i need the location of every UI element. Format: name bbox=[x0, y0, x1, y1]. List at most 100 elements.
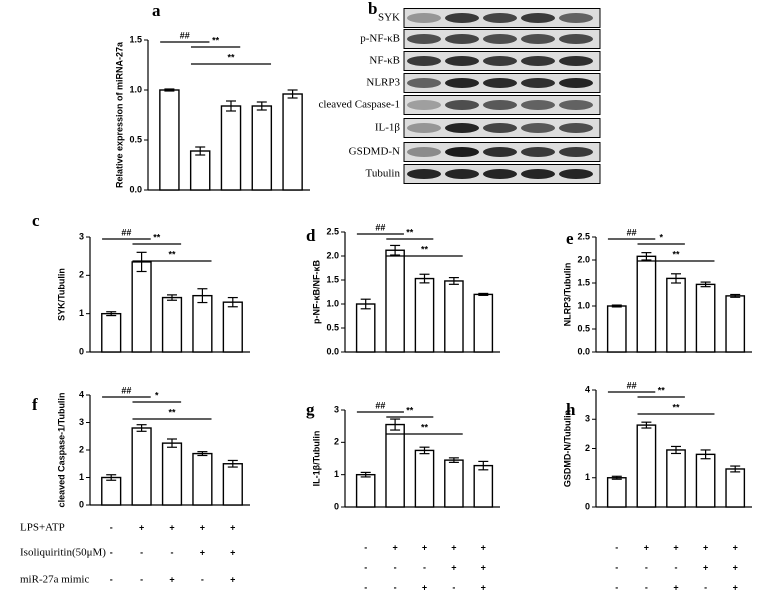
blot-band bbox=[559, 147, 593, 157]
error-bar bbox=[360, 471, 371, 478]
y-axis-label: Relative expression of miRNA-27a bbox=[114, 41, 124, 188]
blot-band bbox=[445, 147, 479, 157]
y-tick-label: 0 bbox=[334, 501, 339, 511]
blot-label: p-NF-κB bbox=[360, 33, 400, 45]
treatment-sign: + bbox=[481, 542, 486, 552]
y-tick-label: 0.0 bbox=[129, 184, 142, 194]
blot-band bbox=[407, 34, 441, 44]
y-tick-label: 2 bbox=[79, 444, 84, 454]
blot-band bbox=[559, 34, 593, 44]
treatment-label: LPS+ATP bbox=[20, 522, 65, 534]
treatment-sign: - bbox=[423, 562, 426, 572]
significance-label: ## bbox=[121, 227, 131, 237]
blot-band bbox=[407, 169, 441, 179]
significance-label: ## bbox=[375, 222, 385, 232]
blot-band bbox=[407, 78, 441, 88]
significance-label: ## bbox=[627, 380, 637, 390]
blot-band bbox=[445, 34, 479, 44]
significance-label: ## bbox=[627, 227, 637, 237]
blot-label: cleaved Caspase-1 bbox=[318, 99, 400, 111]
error-bar bbox=[390, 418, 401, 431]
treatment-sign: + bbox=[673, 542, 678, 552]
blot-label: IL-1β bbox=[375, 122, 401, 134]
panel-letter: d bbox=[306, 226, 316, 245]
y-tick-label: 1.0 bbox=[577, 300, 590, 310]
error-bar bbox=[136, 424, 147, 432]
y-tick-label: 0 bbox=[79, 346, 84, 356]
blot-band bbox=[483, 56, 517, 66]
bar bbox=[222, 301, 243, 353]
significance-label: ## bbox=[121, 385, 131, 395]
treatment-sign: + bbox=[481, 582, 486, 592]
blot-band bbox=[445, 78, 479, 88]
treatment-sign: + bbox=[733, 562, 738, 572]
blot-band bbox=[483, 34, 517, 44]
blot-label: NF-κB bbox=[369, 55, 400, 67]
blot-label: NLRP3 bbox=[366, 77, 400, 89]
blot-band bbox=[407, 13, 441, 23]
error-bar bbox=[256, 101, 267, 111]
treatment-sign: - bbox=[364, 582, 367, 592]
y-tick-label: 1.0 bbox=[129, 84, 142, 94]
y-axis-label: cleaved Caspase-1/Tubulin bbox=[56, 393, 66, 508]
treatment-sign: - bbox=[394, 562, 397, 572]
y-tick-label: 0.5 bbox=[129, 134, 142, 144]
blot-band bbox=[559, 13, 593, 23]
treatment-sign: + bbox=[703, 542, 708, 552]
blot-band bbox=[521, 123, 555, 133]
panel-letter: a bbox=[152, 1, 161, 20]
y-tick-label: 2.5 bbox=[577, 231, 590, 241]
treatment-sign: + bbox=[733, 582, 738, 592]
error-bar bbox=[106, 474, 117, 481]
treatment-sign: + bbox=[481, 562, 486, 572]
y-tick-label: 2 bbox=[79, 270, 84, 280]
treatment-label: Isoliquiritin(50μM) bbox=[20, 547, 106, 559]
significance-label: ** bbox=[406, 405, 414, 415]
bar bbox=[131, 427, 152, 506]
treatment-sign: + bbox=[673, 582, 678, 592]
y-tick-label: 1.5 bbox=[129, 34, 142, 44]
error-bar bbox=[671, 273, 681, 284]
bar bbox=[725, 468, 746, 508]
panel-letter: f bbox=[32, 395, 38, 414]
treatment-sign: - bbox=[675, 562, 678, 572]
treatment-sign: + bbox=[169, 574, 174, 584]
error-bar bbox=[611, 304, 622, 308]
bar bbox=[414, 449, 435, 508]
error-bar bbox=[700, 449, 711, 460]
significance-label: ** bbox=[672, 402, 680, 412]
blot-band bbox=[407, 123, 441, 133]
blot-band bbox=[407, 100, 441, 110]
error-bar bbox=[419, 273, 430, 284]
treatment-sign: - bbox=[201, 574, 204, 584]
error-bar bbox=[390, 244, 401, 256]
bar bbox=[695, 453, 716, 508]
y-tick-label: 0 bbox=[585, 501, 590, 511]
bar bbox=[725, 295, 746, 353]
blot-band bbox=[559, 169, 593, 179]
blot-band bbox=[445, 13, 479, 23]
y-tick-label: 1 bbox=[334, 469, 339, 479]
blot-band bbox=[521, 147, 555, 157]
blot-band bbox=[483, 13, 517, 23]
significance-label: ## bbox=[375, 400, 385, 410]
bar bbox=[385, 423, 405, 508]
treatment-sign: - bbox=[364, 562, 367, 572]
blot-band bbox=[559, 78, 593, 88]
y-tick-label: 0.5 bbox=[577, 323, 590, 333]
treatment-sign: + bbox=[703, 562, 708, 572]
treatment-sign: + bbox=[200, 522, 205, 532]
significance-label: ** bbox=[212, 35, 220, 45]
bar bbox=[189, 150, 211, 191]
bar bbox=[414, 277, 435, 353]
y-axis-label: NLRP3/Tubulin bbox=[562, 263, 572, 327]
blot-label: Tubulin bbox=[366, 168, 401, 180]
treatment-sign: + bbox=[422, 582, 427, 592]
treatment-sign: - bbox=[110, 574, 113, 584]
blot-band bbox=[521, 78, 555, 88]
error-bar bbox=[197, 451, 208, 457]
error-bar bbox=[164, 88, 175, 92]
blot-band bbox=[483, 78, 517, 88]
bar bbox=[606, 477, 627, 508]
